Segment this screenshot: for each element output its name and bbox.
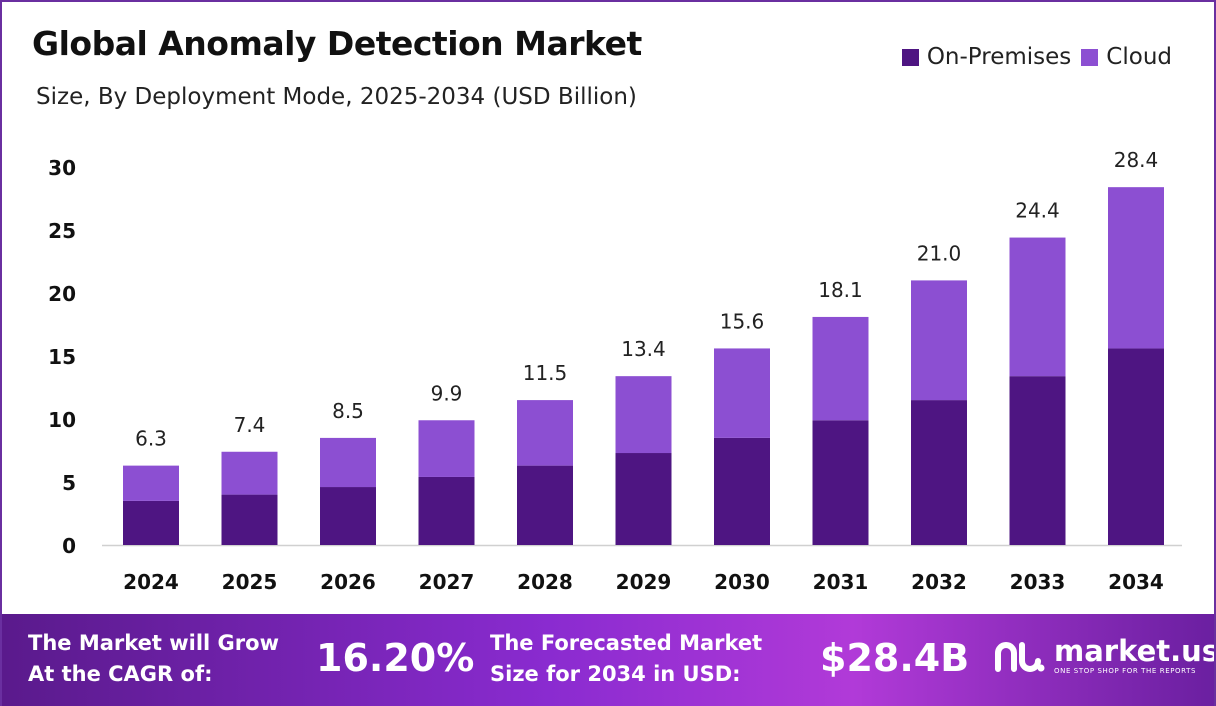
- bar-segment-on-premises: [221, 494, 278, 545]
- bar-segment-cloud: [1108, 187, 1164, 349]
- bar-segment-on-premises: [1009, 376, 1066, 545]
- bar-segment-cloud: [418, 420, 475, 477]
- x-tick-label: 2024: [123, 570, 179, 594]
- x-tick-label: 2033: [1010, 570, 1066, 594]
- legend-swatch-cloud: [1081, 48, 1099, 66]
- x-tick-label: 2029: [616, 570, 672, 594]
- cagr-label-line1: The Market will Grow: [28, 631, 279, 655]
- bar-total-label: 21.0: [917, 241, 962, 265]
- y-tick-label: 15: [48, 345, 76, 369]
- y-tick-label: 25: [48, 219, 76, 243]
- y-tick-label: 5: [62, 471, 76, 495]
- forecast-value: $28.4B: [820, 636, 970, 680]
- bar-segment-on-premises: [812, 420, 869, 545]
- bar-segment-cloud: [1009, 237, 1066, 377]
- y-tick-label: 20: [48, 282, 76, 306]
- x-tick-label: 2026: [320, 570, 376, 594]
- bar-segment-cloud: [812, 316, 869, 421]
- chart-subtitle: Size, By Deployment Mode, 2025-2034 (USD…: [36, 84, 637, 110]
- chart-title: Global Anomaly Detection Market: [32, 24, 642, 63]
- bar-segment-cloud: [714, 348, 770, 438]
- bar-segment-cloud: [911, 280, 967, 401]
- footer-banner: The Market will Grow At the CAGR of: 16.…: [2, 614, 1216, 706]
- logo-text: market.us ONE STOP SHOP FOR THE REPORTS: [1054, 634, 1216, 676]
- market-us-logo-icon: [995, 642, 1045, 672]
- bar-total-label: 8.5: [332, 399, 364, 423]
- bar-total-label: 24.4: [1015, 199, 1060, 223]
- bar-segment-on-premises: [123, 500, 179, 545]
- chart-legend: On-Premises Cloud: [901, 44, 1172, 70]
- logo-tagline: ONE STOP SHOP FOR THE REPORTS: [1054, 667, 1197, 675]
- cagr-label: The Market will Grow At the CAGR of:: [28, 628, 279, 690]
- x-tick-label: 2028: [517, 570, 573, 594]
- x-tick-label: 2030: [714, 570, 770, 594]
- bar-segment-cloud: [615, 376, 672, 454]
- legend-label-cloud: Cloud: [1106, 44, 1172, 70]
- forecast-label-line1: The Forecasted Market: [490, 631, 763, 655]
- bar-segment-cloud: [221, 451, 278, 495]
- y-tick-label: 10: [48, 408, 76, 432]
- cagr-label-line2: At the CAGR of:: [28, 662, 213, 686]
- cagr-value: 16.20%: [316, 636, 475, 680]
- bar-total-label: 6.3: [135, 427, 167, 451]
- bar-total-label: 9.9: [431, 381, 463, 405]
- x-tick-label: 2025: [222, 570, 278, 594]
- bar-segment-on-premises: [418, 476, 475, 545]
- x-tick-label: 2034: [1108, 570, 1164, 594]
- bar-segment-on-premises: [1108, 348, 1164, 545]
- x-tick-label: 2031: [813, 570, 869, 594]
- bar-segment-cloud: [517, 400, 573, 466]
- forecast-label-line2: Size for 2034 in USD:: [490, 662, 741, 686]
- bar-segment-cloud: [320, 437, 376, 488]
- legend-item-cloud: Cloud: [1081, 44, 1172, 70]
- bar-segment-cloud: [123, 465, 179, 501]
- bar-segment-on-premises: [911, 400, 967, 545]
- bar-total-label: 13.4: [621, 337, 666, 361]
- bar-chart: 0510152025306.320247.420258.520269.92027…: [48, 148, 1182, 594]
- y-tick-label: 30: [48, 156, 76, 180]
- bar-segment-on-premises: [320, 487, 376, 545]
- bar-total-label: 28.4: [1114, 148, 1159, 172]
- bar-total-label: 11.5: [523, 361, 568, 385]
- bar-segment-on-premises: [517, 465, 573, 545]
- logo-name: market.us: [1054, 634, 1216, 668]
- bar-total-label: 7.4: [234, 413, 266, 437]
- market-us-logo: market.us ONE STOP SHOP FOR THE REPORTS: [994, 634, 1216, 676]
- legend-swatch-on-premises: [901, 48, 919, 66]
- bar-segment-on-premises: [714, 437, 770, 545]
- x-tick-label: 2027: [419, 570, 475, 594]
- forecast-label: The Forecasted Market Size for 2034 in U…: [490, 628, 762, 690]
- bar-segment-on-premises: [615, 453, 672, 545]
- x-tick-label: 2032: [911, 570, 967, 594]
- y-tick-label: 0: [62, 534, 76, 558]
- legend-label-on-premises: On-Premises: [926, 44, 1072, 70]
- legend-item-on-premises: On-Premises: [901, 44, 1072, 70]
- bar-total-label: 15.6: [720, 309, 765, 333]
- bar-total-label: 18.1: [818, 278, 863, 302]
